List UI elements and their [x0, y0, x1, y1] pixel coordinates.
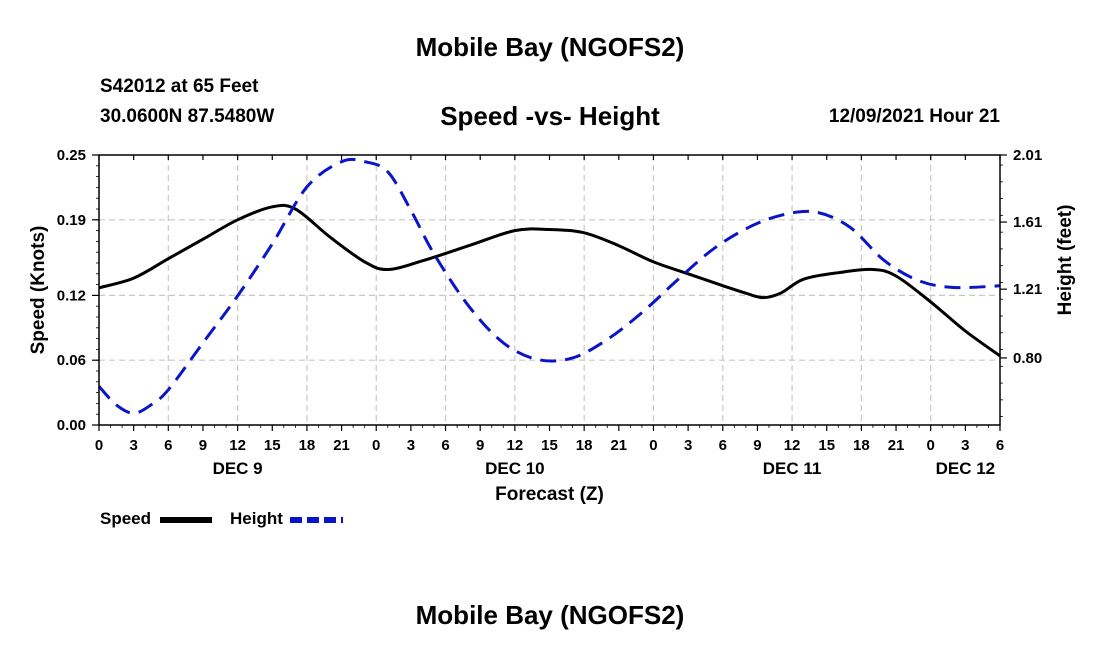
x-tick-label: 6 — [719, 437, 727, 454]
y-tick-label: 0.25 — [57, 147, 86, 164]
x-axis-label: Forecast (Z) — [495, 484, 604, 505]
x-tick-label: 21 — [610, 437, 627, 454]
y2-tick-label: 0.80 — [1013, 350, 1042, 367]
y2-tick-label: 2.01 — [1013, 147, 1042, 164]
x-tick-label: 3 — [684, 437, 692, 454]
chart-subtitle: Speed -vs- Height — [440, 101, 660, 131]
legend-height-label: Height — [230, 509, 283, 528]
series-line-speed — [98, 203, 1001, 358]
x-tick-label: 21 — [888, 437, 905, 454]
series-line-height — [97, 157, 1001, 415]
x-tick-label: 6 — [441, 437, 449, 454]
day-label: DEC 12 — [936, 459, 996, 478]
day-label: DEC 9 — [213, 459, 263, 478]
x-tick-label: 15 — [541, 437, 558, 454]
x-tick-label: 18 — [853, 437, 870, 454]
day-label: DEC 11 — [763, 459, 822, 478]
chart-title: Mobile Bay (NGOFS2) — [415, 32, 685, 62]
x-tick-label: 15 — [818, 437, 835, 454]
y2-axis-label: Height (feet) — [1055, 205, 1076, 316]
x-tick-label: 0 — [372, 437, 380, 454]
y-axis-label: Speed (Knots) — [28, 226, 49, 355]
x-tick-label: 3 — [407, 437, 415, 454]
forecast-datetime: 12/09/2021 Hour 21 — [828, 106, 1000, 127]
x-tick-label: 3 — [129, 437, 137, 454]
x-tick-label: 18 — [576, 437, 593, 454]
x-tick-label: 18 — [299, 437, 316, 454]
x-tick-label: 12 — [784, 437, 801, 454]
y-tick-label: 0.06 — [57, 352, 86, 369]
y-tick-label: 0.00 — [57, 417, 86, 434]
x-tick-label: 6 — [996, 437, 1004, 454]
y2-tick-label: 1.61 — [1013, 214, 1042, 231]
chart-title-repeat: Mobile Bay (NGOFS2) — [415, 600, 685, 630]
y-tick-label: 0.19 — [57, 212, 86, 229]
x-tick-label: 0 — [649, 437, 657, 454]
legend-speed-label: Speed — [100, 509, 152, 528]
x-tick-label: 9 — [476, 437, 484, 454]
x-tick-label: 6 — [164, 437, 172, 454]
x-tick-label: 9 — [753, 437, 761, 454]
station-label: S42012 at 65 Feet — [100, 76, 259, 97]
x-tick-label: 21 — [333, 437, 350, 454]
y2-tick-label: 1.21 — [1013, 281, 1042, 298]
x-tick-label: 12 — [507, 437, 524, 454]
x-tick-label: 12 — [229, 437, 246, 454]
day-label: DEC 10 — [485, 459, 545, 478]
x-tick-label: 15 — [264, 437, 281, 454]
plot-frame — [98, 154, 1001, 426]
coordinates-label: 30.0600N 87.5480W — [100, 106, 275, 127]
y-tick-label: 0.12 — [57, 287, 86, 304]
x-tick-label: 3 — [961, 437, 969, 454]
x-tick-label: 9 — [199, 437, 207, 454]
x-tick-label: 0 — [95, 437, 103, 454]
x-tick-label: 0 — [927, 437, 935, 454]
